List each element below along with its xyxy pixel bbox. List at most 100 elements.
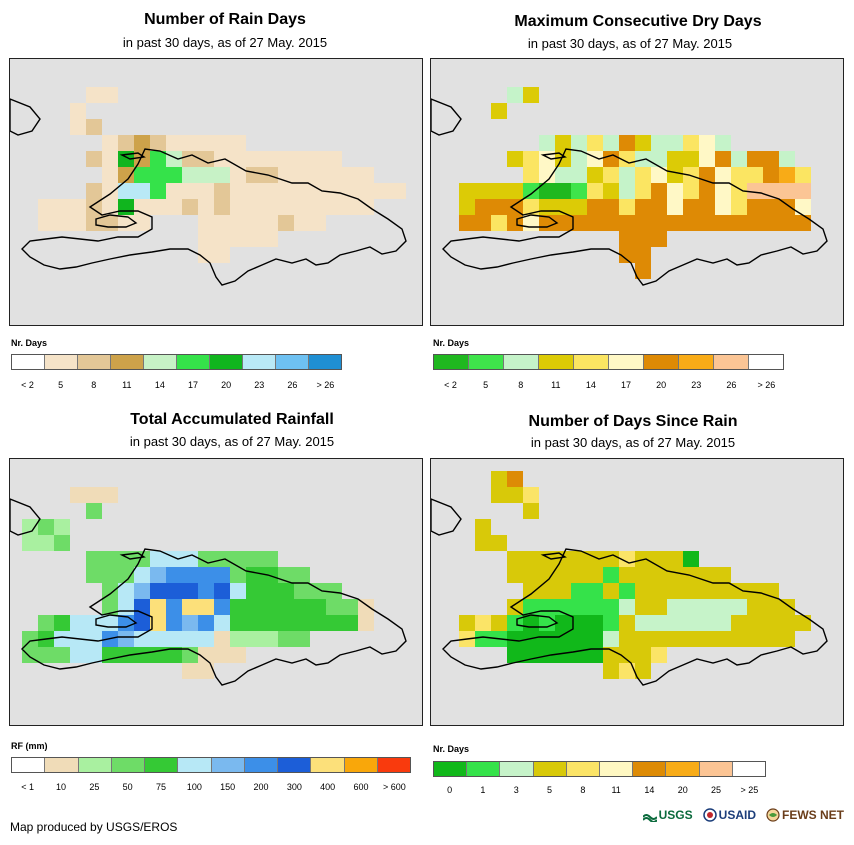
grid-cell (699, 631, 715, 647)
grid-cell (571, 151, 587, 167)
grid-cell (635, 583, 651, 599)
grid-cell (246, 215, 262, 231)
grid-cell (70, 103, 86, 119)
grid-cell (763, 199, 779, 215)
grid-cell (294, 215, 310, 231)
grid-cell (475, 535, 491, 551)
grid-cell (587, 215, 603, 231)
legend-label: 100 (186, 782, 202, 792)
map-canvas (431, 87, 828, 286)
grid-cell (38, 647, 54, 663)
usaid-seal-icon (702, 808, 717, 822)
grid-cell (699, 135, 715, 151)
grid-cell (779, 215, 795, 231)
grid-cell (699, 215, 715, 231)
legend-swatch (574, 355, 609, 369)
grid-cell (230, 599, 246, 615)
grid-cell (230, 199, 246, 215)
grid-cell (118, 631, 134, 647)
grid-cell (54, 519, 70, 535)
grid-cell (182, 583, 198, 599)
grid-cell (102, 551, 118, 567)
grid-cell (603, 167, 619, 183)
grid-cell (587, 599, 603, 615)
grid-cell (683, 583, 699, 599)
grid-cell (22, 631, 38, 647)
grid-cell (198, 247, 214, 263)
grid-cell (667, 135, 683, 151)
grid-cell (523, 151, 539, 167)
grid-cell (294, 567, 310, 583)
grid-cell (571, 215, 587, 231)
legend-swatch (732, 762, 766, 776)
grid-cell (523, 183, 539, 199)
grid-cell (150, 135, 166, 151)
legend-swatch (749, 355, 783, 369)
grid-cell (619, 183, 635, 199)
grid-cell (523, 599, 539, 615)
grid-cell (459, 183, 475, 199)
grid-cell (134, 135, 150, 151)
grid-cell (635, 663, 651, 679)
grid-cell (587, 583, 603, 599)
grid-cell (603, 183, 619, 199)
grid-cell (278, 631, 294, 647)
grid-cell (102, 183, 118, 199)
grid-cell (102, 199, 118, 215)
grid-cell (230, 551, 246, 567)
grid-cell (198, 567, 214, 583)
grid-cell (214, 183, 230, 199)
legend-label: 600 (353, 782, 369, 792)
grid-cell (507, 151, 523, 167)
legend-label: 25 (711, 785, 722, 795)
grid-cell (214, 631, 230, 647)
grid-cell (326, 583, 342, 599)
grid-cell (310, 215, 326, 231)
grid-cell (795, 167, 811, 183)
grid-cell (619, 167, 635, 183)
grid-cell (342, 599, 358, 615)
grid-cell (587, 135, 603, 151)
grid-cell (262, 631, 278, 647)
panel-1-legend-labels: < 2 5 8 11 14 17 20 23 26 > 26 (11, 380, 342, 392)
grid-cell (198, 183, 214, 199)
grid-cell (715, 599, 731, 615)
grid-cell (118, 135, 134, 151)
island-coastline (431, 98, 462, 136)
grid-cell (507, 471, 523, 487)
grid-cell (651, 599, 667, 615)
grid-cell (635, 247, 651, 263)
grid-cell (230, 567, 246, 583)
grid-cell (571, 183, 587, 199)
grid-cell (166, 631, 182, 647)
legend-label: 17 (188, 380, 199, 390)
island-coastline (10, 98, 41, 136)
grid-cell (475, 199, 491, 215)
grid-cell (150, 599, 166, 615)
grid-cell (262, 199, 278, 215)
legend-label: 150 (220, 782, 236, 792)
grid-cell (603, 615, 619, 631)
grid-cell (70, 487, 86, 503)
grid-cell (763, 615, 779, 631)
legend-swatch (243, 355, 276, 369)
grid-cell (150, 551, 166, 567)
grid-cell (635, 199, 651, 215)
grid-cell (779, 151, 795, 167)
grid-cell (491, 183, 507, 199)
grid-cell (747, 615, 763, 631)
legend-swatch (666, 762, 700, 776)
grid-cell (523, 503, 539, 519)
grid-cell (214, 647, 230, 663)
grid-cell (214, 167, 230, 183)
grid-cell (779, 167, 795, 183)
grid-cell (571, 199, 587, 215)
grid-cell (22, 519, 38, 535)
grid-cell (118, 647, 134, 663)
grid-cell (715, 135, 731, 151)
grid-cell (683, 631, 699, 647)
hispaniola-coastline (442, 548, 828, 686)
grid-cell (294, 583, 310, 599)
grid-cell (491, 199, 507, 215)
panel-2-legend-labels: < 2 5 8 11 14 17 20 23 26 > 26 (433, 380, 784, 392)
